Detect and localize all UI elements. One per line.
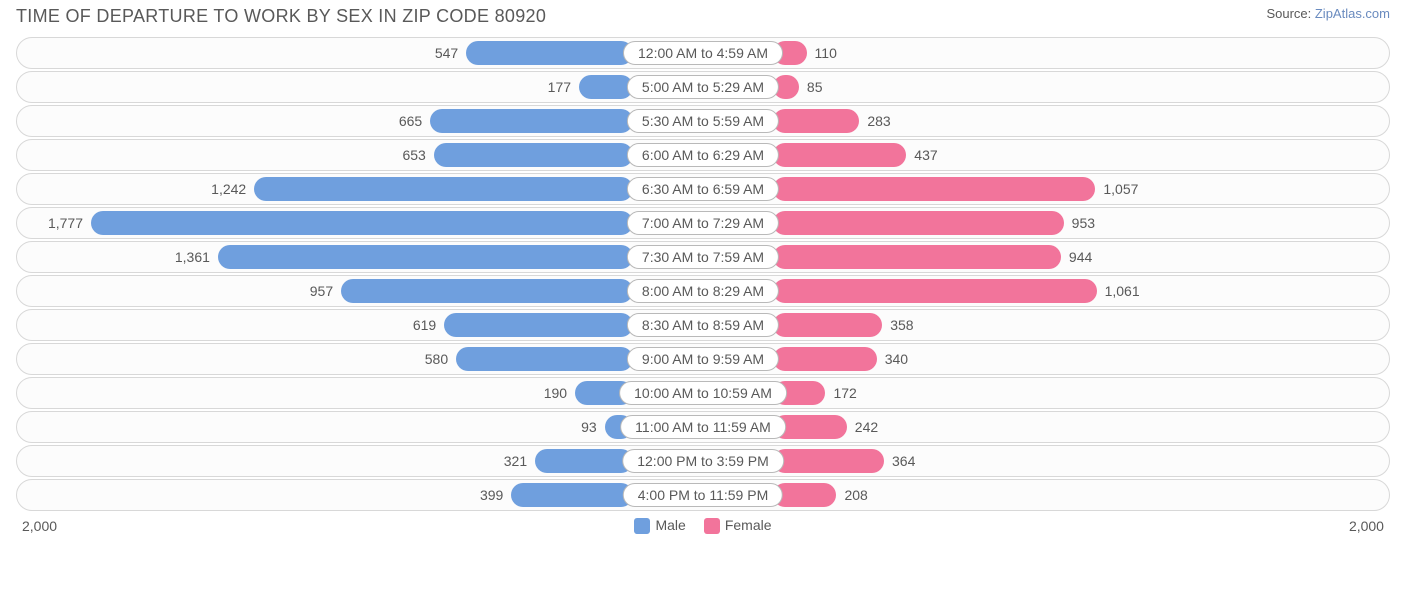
female-value: 358: [890, 317, 913, 333]
female-value: 1,057: [1103, 181, 1138, 197]
male-value: 547: [435, 45, 458, 61]
female-bar: [773, 211, 1064, 235]
male-bar: [218, 245, 633, 269]
row-time-label: 4:00 PM to 11:59 PM: [623, 483, 783, 507]
row-time-label: 5:30 AM to 5:59 AM: [627, 109, 779, 133]
female-value: 283: [867, 113, 890, 129]
legend-male-label: Male: [655, 517, 685, 533]
row-time-label: 12:00 AM to 4:59 AM: [623, 41, 783, 65]
male-value: 653: [402, 147, 425, 163]
chart-row: 7:30 AM to 7:59 AM 1,361 944: [16, 241, 1390, 273]
chart-row: 12:00 AM to 4:59 AM 547 110: [16, 37, 1390, 69]
row-time-label: 12:00 PM to 3:59 PM: [622, 449, 784, 473]
row-time-label: 10:00 AM to 10:59 AM: [619, 381, 787, 405]
male-bar: [254, 177, 633, 201]
female-bar: [773, 347, 877, 371]
female-value: 364: [892, 453, 915, 469]
male-bar: [535, 449, 633, 473]
male-value: 1,361: [175, 249, 210, 265]
female-value: 340: [885, 351, 908, 367]
male-value: 619: [413, 317, 436, 333]
male-value: 399: [480, 487, 503, 503]
female-bar: [773, 245, 1061, 269]
chart-row: 6:30 AM to 6:59 AM 1,242 1,057: [16, 173, 1390, 205]
chart-row: 5:30 AM to 5:59 AM 665 283: [16, 105, 1390, 137]
legend-male: Male: [634, 517, 685, 534]
male-value: 190: [544, 385, 567, 401]
row-time-label: 9:00 AM to 9:59 AM: [627, 347, 779, 371]
legend: Male Female: [634, 517, 771, 534]
row-time-label: 6:30 AM to 6:59 AM: [627, 177, 779, 201]
axis-right-max: 2,000: [1349, 518, 1384, 534]
male-bar: [341, 279, 633, 303]
source-value: ZipAtlas.com: [1315, 6, 1390, 21]
chart-row: 4:00 PM to 11:59 PM 399 208: [16, 479, 1390, 511]
female-value: 953: [1072, 215, 1095, 231]
row-time-label: 8:30 AM to 8:59 AM: [627, 313, 779, 337]
male-value: 957: [310, 283, 333, 299]
male-bar: [466, 41, 633, 65]
male-bar: [579, 75, 633, 99]
female-value: 110: [815, 45, 837, 61]
axis-left-max: 2,000: [22, 518, 57, 534]
female-value: 437: [914, 147, 937, 163]
chart-row: 5:00 AM to 5:29 AM 177 85: [16, 71, 1390, 103]
female-bar: [773, 143, 906, 167]
chart-row: 12:00 PM to 3:59 PM 321 364: [16, 445, 1390, 477]
female-bar: [773, 109, 859, 133]
female-value: 208: [844, 487, 867, 503]
male-bar: [444, 313, 633, 337]
legend-female-swatch: [704, 518, 720, 534]
chart-title: TIME OF DEPARTURE TO WORK BY SEX IN ZIP …: [16, 6, 546, 27]
chart-row: 11:00 AM to 11:59 AM 93 242: [16, 411, 1390, 443]
chart-row: 8:30 AM to 8:59 AM 619 358: [16, 309, 1390, 341]
male-bar: [91, 211, 633, 235]
male-bar: [456, 347, 633, 371]
chart-row: 7:00 AM to 7:29 AM 1,777 953: [16, 207, 1390, 239]
male-value: 1,242: [211, 181, 246, 197]
legend-female: Female: [704, 517, 772, 534]
female-value: 944: [1069, 249, 1092, 265]
male-value: 580: [425, 351, 448, 367]
female-value: 242: [855, 419, 878, 435]
male-bar: [511, 483, 633, 507]
male-value: 93: [581, 419, 597, 435]
female-value: 1,061: [1105, 283, 1140, 299]
row-time-label: 7:00 AM to 7:29 AM: [627, 211, 779, 235]
male-bar: [430, 109, 633, 133]
row-time-label: 5:00 AM to 5:29 AM: [627, 75, 779, 99]
chart-row: 8:00 AM to 8:29 AM 957 1,061: [16, 275, 1390, 307]
row-time-label: 8:00 AM to 8:29 AM: [627, 279, 779, 303]
chart-row: 6:00 AM to 6:29 AM 653 437: [16, 139, 1390, 171]
chart-source: Source: ZipAtlas.com: [1266, 6, 1390, 21]
source-label: Source:: [1266, 6, 1314, 21]
female-bar: [773, 449, 884, 473]
chart-row: 9:00 AM to 9:59 AM 580 340: [16, 343, 1390, 375]
male-value: 665: [399, 113, 422, 129]
female-value: 85: [807, 79, 823, 95]
female-value: 172: [833, 385, 856, 401]
male-value: 321: [504, 453, 527, 469]
diverging-bar-chart: 12:00 AM to 4:59 AM 547 110 5:00 AM to 5:29…: [8, 33, 1398, 511]
row-time-label: 11:00 AM to 11:59 AM: [620, 415, 786, 439]
chart-row: 10:00 AM to 10:59 AM 190 172: [16, 377, 1390, 409]
female-bar: [773, 279, 1097, 303]
row-time-label: 6:00 AM to 6:29 AM: [627, 143, 779, 167]
legend-male-swatch: [634, 518, 650, 534]
male-value: 177: [548, 79, 571, 95]
male-bar: [434, 143, 633, 167]
female-bar: [773, 313, 882, 337]
legend-female-label: Female: [725, 517, 772, 533]
row-time-label: 7:30 AM to 7:59 AM: [627, 245, 779, 269]
male-value: 1,777: [48, 215, 83, 231]
female-bar: [773, 177, 1095, 201]
